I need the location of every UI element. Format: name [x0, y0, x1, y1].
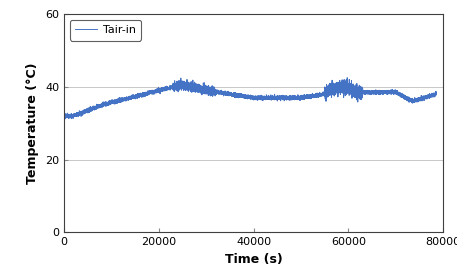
Y-axis label: Temperature (°C): Temperature (°C) — [27, 62, 39, 184]
Line: Tair-in: Tair-in — [64, 78, 436, 119]
Tair-in — [252, 95, 257, 98]
Tair-in — [117, 99, 122, 102]
Tair-in — [433, 93, 439, 96]
Tair-in — [257, 97, 263, 100]
X-axis label: Time (s): Time (s) — [225, 253, 282, 266]
Tair-in — [287, 96, 293, 99]
Tair-in — [63, 117, 68, 120]
Tair-in — [345, 76, 350, 79]
Legend: Tair-in: Tair-in — [69, 20, 141, 41]
Tair-in — [81, 109, 86, 113]
Tair-in — [158, 88, 163, 91]
Tair-in — [61, 114, 67, 117]
